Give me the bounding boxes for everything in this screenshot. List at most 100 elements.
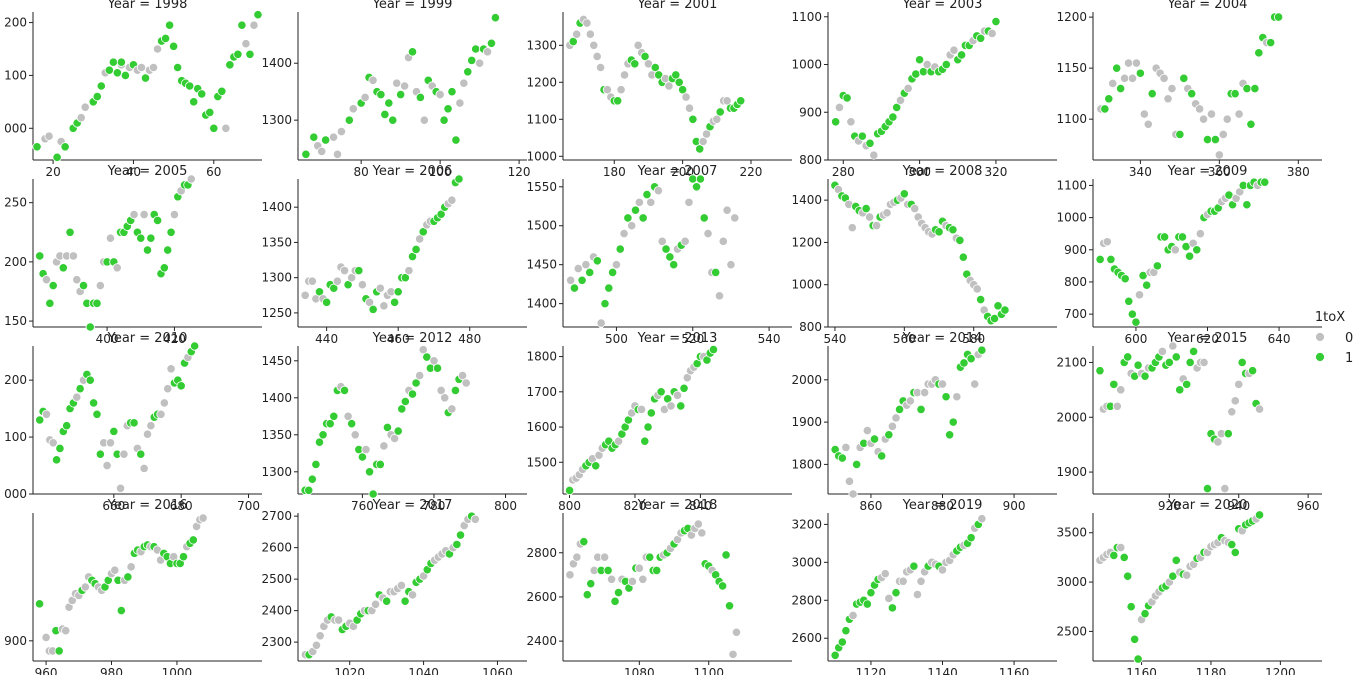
scatter-point xyxy=(722,205,732,215)
scatter-point xyxy=(415,370,425,381)
scatter-point xyxy=(411,378,421,388)
scatter-point xyxy=(882,208,892,218)
scatter-point xyxy=(1202,134,1213,145)
scatter-point xyxy=(452,539,462,550)
y-tick-label: 1200 xyxy=(526,75,557,89)
scatter-point xyxy=(952,392,962,402)
x-tick-label: 900 xyxy=(1003,499,1026,513)
y-tick-label: 1100 xyxy=(1056,178,1087,192)
scatter-point xyxy=(156,409,166,419)
panel-title: Year = 2009 xyxy=(1167,164,1248,179)
scatter-point xyxy=(393,287,403,297)
scatter-point xyxy=(318,430,328,440)
scatter-point xyxy=(390,297,400,307)
scatter-point xyxy=(1124,296,1134,306)
scatter-point xyxy=(160,33,171,44)
scatter-point xyxy=(325,419,335,429)
scatter-point xyxy=(1140,609,1150,619)
scatter-point xyxy=(1198,114,1209,124)
scatter-point xyxy=(699,213,709,223)
x-tick-label: 400 xyxy=(96,332,119,346)
scatter-point xyxy=(581,260,591,270)
scatter-point xyxy=(45,298,55,308)
x-tick-label: 380 xyxy=(1287,165,1310,179)
scatter-point xyxy=(382,596,392,606)
scatter-point xyxy=(1195,229,1205,239)
facet-panel: Year = 2009 600 620 640 700 800 900 1000 1100 xyxy=(1056,164,1322,346)
scatter-point xyxy=(586,579,596,589)
scatter-point xyxy=(429,356,439,366)
scatter-point xyxy=(865,138,875,148)
scatter-point xyxy=(102,460,112,471)
x-tick-label: 460 xyxy=(387,332,410,346)
scatter-point xyxy=(1234,109,1244,119)
scatter-point xyxy=(630,205,641,215)
scatter-point xyxy=(343,411,353,421)
y-tick-label: 1450 xyxy=(261,354,292,368)
scatter-point xyxy=(1230,89,1240,99)
scatter-point xyxy=(1237,357,1247,368)
scatter-point xyxy=(1120,274,1130,284)
scatter-point xyxy=(1131,58,1142,68)
y-tick-label: 1100 xyxy=(1056,112,1087,126)
scatter-point xyxy=(396,580,407,591)
scatter-point xyxy=(630,59,640,69)
scatter-point xyxy=(972,284,982,294)
scatter-point xyxy=(159,398,169,408)
scatter-point xyxy=(934,227,944,237)
scatter-point xyxy=(357,280,368,290)
scatter-point xyxy=(1182,379,1192,389)
scatter-point xyxy=(48,280,58,291)
scatter-point xyxy=(640,436,650,446)
scatter-point xyxy=(482,47,493,57)
scatter-point xyxy=(910,204,920,214)
scatter-point xyxy=(633,40,643,50)
y-tick-label: 1500 xyxy=(526,219,557,233)
scatter-point xyxy=(34,599,45,609)
scatter-point xyxy=(95,449,105,459)
y-tick-label: 1100 xyxy=(526,112,557,126)
x-tick-label: 1200 xyxy=(1265,666,1296,675)
scatter-point xyxy=(1222,114,1232,124)
scatter-point xyxy=(152,44,163,54)
facet-panel: Year = 2008 540 560 580 800 1000 1200 1400 xyxy=(791,164,1057,346)
scatter-point xyxy=(615,244,625,254)
scatter-point xyxy=(1213,437,1223,447)
scatter-point xyxy=(1157,346,1167,357)
scatter-point xyxy=(688,174,698,184)
scatter-point xyxy=(400,596,410,606)
scatter-point xyxy=(52,152,62,162)
y-tick-label: 2000 xyxy=(1056,410,1087,424)
scatter-point xyxy=(368,75,378,85)
scatter-point xyxy=(891,588,901,598)
scatter-point xyxy=(869,150,879,160)
scatter-point xyxy=(866,588,876,598)
scatter-point xyxy=(573,263,583,274)
x-tick-label: 1160 xyxy=(999,666,1030,675)
scatter-point xyxy=(869,434,880,444)
scatter-point xyxy=(1143,119,1153,129)
scatter-point xyxy=(600,299,610,309)
y-tick-label: 900 xyxy=(799,105,822,119)
x-tick-label: 980 xyxy=(100,666,123,675)
facet-panel: Year = 2019 1120 1140 1160 2600 2800 3000 3200 xyxy=(791,498,1057,675)
scatter-point xyxy=(579,537,589,547)
scatter-point xyxy=(457,370,468,381)
scatter-point xyxy=(447,195,457,205)
y-tick-label: 100 xyxy=(4,430,27,444)
scatter-point xyxy=(724,601,735,611)
scatter-point xyxy=(937,565,948,575)
scatter-point xyxy=(880,569,890,579)
scatter-point xyxy=(671,70,681,80)
x-tick-label: 860 xyxy=(859,499,882,513)
scatter-point xyxy=(249,20,259,30)
scatter-point xyxy=(1182,570,1192,580)
x-tick-label: 360 xyxy=(1208,165,1231,179)
scatter-point xyxy=(572,29,582,39)
scatter-point xyxy=(623,213,633,223)
scatter-point xyxy=(679,383,689,393)
scatter-point xyxy=(909,561,919,571)
scatter-point xyxy=(109,426,119,436)
scatter-point xyxy=(899,189,909,199)
scatter-point xyxy=(987,28,997,39)
